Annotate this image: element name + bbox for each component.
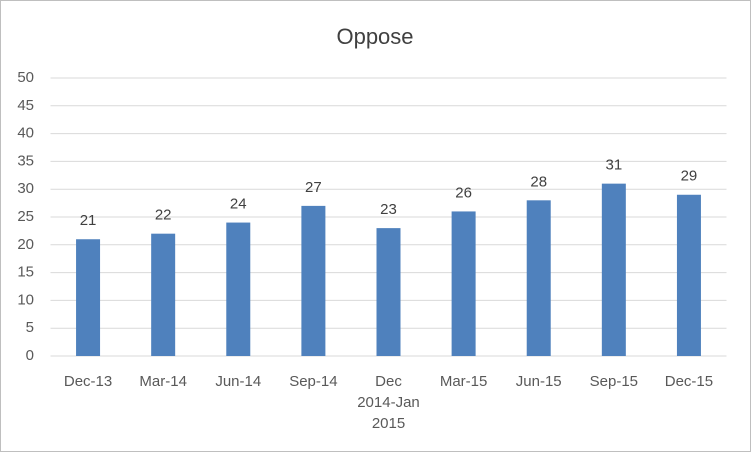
x-tick-label: Dec 2014-Jan 2015 — [357, 373, 420, 432]
bar — [376, 228, 401, 356]
y-tick-label: 40 — [17, 125, 34, 142]
y-tick-label: 0 — [26, 347, 34, 364]
data-label: 27 — [305, 179, 322, 196]
bar — [151, 233, 176, 356]
data-label: 22 — [155, 207, 172, 224]
data-label: 24 — [230, 196, 247, 213]
bar — [601, 183, 626, 356]
x-tick-label: Dec-15 — [665, 373, 713, 390]
y-tick-label: 20 — [17, 236, 34, 253]
x-tick-label: Mar-15 — [440, 373, 488, 390]
bar — [226, 222, 251, 356]
data-label: 21 — [80, 212, 97, 229]
x-tick-label: Sep-15 — [590, 373, 638, 390]
bar — [451, 211, 476, 356]
bar — [526, 200, 551, 356]
x-tick-label: Jun-15 — [516, 373, 562, 390]
x-tick-label: Jun-14 — [215, 373, 261, 390]
bar — [301, 205, 326, 356]
data-label: 26 — [455, 184, 472, 201]
y-tick-label: 25 — [17, 208, 34, 225]
bar — [676, 194, 701, 356]
chart-title: Oppose — [336, 24, 413, 49]
data-label: 29 — [681, 168, 698, 185]
x-tick-label: Sep-14 — [289, 373, 337, 390]
data-label: 28 — [530, 173, 547, 190]
x-tick-label: Dec-13 — [64, 373, 112, 390]
y-tick-label: 30 — [17, 180, 34, 197]
y-tick-label: 50 — [17, 69, 34, 86]
data-label: 23 — [380, 201, 397, 218]
y-tick-label: 5 — [26, 319, 34, 336]
bar — [76, 239, 101, 356]
y-tick-label: 15 — [17, 264, 34, 281]
data-label: 31 — [605, 157, 622, 174]
y-tick-label: 35 — [17, 152, 34, 169]
y-tick-label: 10 — [17, 291, 34, 308]
y-tick-label: 45 — [17, 97, 34, 114]
x-tick-label: Mar-14 — [139, 373, 187, 390]
